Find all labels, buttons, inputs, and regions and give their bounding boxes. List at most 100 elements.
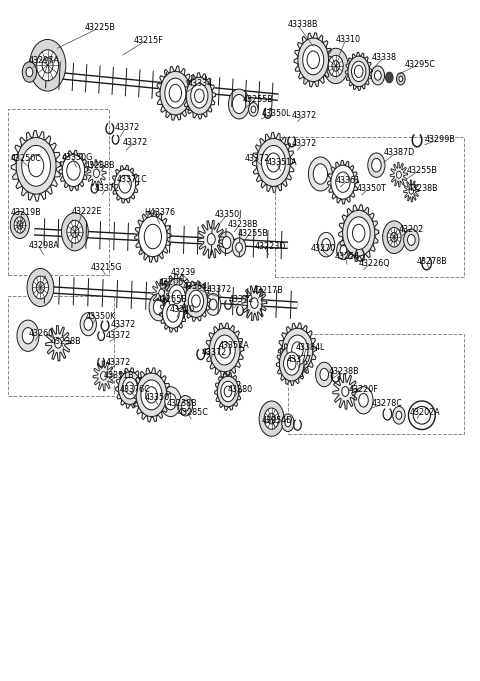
Circle shape [219,232,234,253]
Circle shape [303,45,324,75]
Text: 43371C: 43371C [117,175,148,184]
Circle shape [393,407,405,424]
Text: 43372: 43372 [95,184,120,193]
Polygon shape [215,373,241,411]
Circle shape [354,65,363,78]
Circle shape [84,318,93,330]
Circle shape [331,165,355,199]
Circle shape [292,342,303,358]
Circle shape [228,89,250,119]
Circle shape [352,224,365,242]
Text: 43351A: 43351A [266,158,297,167]
Polygon shape [135,211,171,262]
Text: 43217B: 43217B [252,286,283,295]
Polygon shape [59,151,88,191]
Circle shape [68,162,79,179]
Circle shape [159,289,164,297]
Text: 43226Q: 43226Q [359,259,390,268]
Circle shape [262,146,286,179]
Circle shape [126,382,134,394]
Text: 43372: 43372 [229,296,254,304]
Circle shape [340,245,347,255]
Circle shape [404,229,419,251]
Circle shape [144,224,161,249]
Circle shape [29,39,66,91]
Circle shape [14,217,25,233]
Text: 43372: 43372 [106,331,131,340]
Text: 43384L: 43384L [296,343,325,352]
Polygon shape [345,52,372,91]
Circle shape [298,38,328,82]
Text: 43372: 43372 [111,319,136,329]
Text: 43310: 43310 [336,35,361,44]
Polygon shape [333,374,358,409]
Polygon shape [338,205,379,262]
Circle shape [136,373,167,417]
Text: 43254D: 43254D [262,416,293,425]
Polygon shape [390,163,408,187]
Text: 43350L: 43350L [144,393,174,402]
Circle shape [22,328,34,344]
Circle shape [146,387,157,403]
Polygon shape [11,131,61,201]
Circle shape [336,173,349,191]
Circle shape [27,268,54,306]
Text: 43372: 43372 [292,111,317,120]
Polygon shape [181,281,210,321]
Circle shape [17,320,39,351]
Text: 43254: 43254 [335,252,360,261]
Circle shape [222,383,234,400]
Circle shape [221,381,235,402]
Circle shape [323,48,348,84]
Text: 43238B: 43238B [408,184,438,193]
Circle shape [222,236,231,249]
Circle shape [25,151,47,181]
Ellipse shape [408,401,435,430]
Circle shape [350,221,367,245]
Circle shape [101,372,107,380]
Circle shape [42,57,53,73]
Text: 43260: 43260 [28,329,54,338]
Text: 43285C: 43285C [178,408,209,417]
Circle shape [368,153,385,177]
Text: 43255B: 43255B [407,166,437,175]
Circle shape [347,217,370,249]
Text: 43255B: 43255B [242,95,273,104]
Circle shape [71,226,79,238]
Circle shape [396,171,401,178]
Circle shape [144,383,160,407]
Circle shape [36,282,45,294]
Circle shape [285,354,298,373]
Text: 43299B: 43299B [425,135,456,144]
Polygon shape [252,133,295,192]
Circle shape [149,294,168,321]
Circle shape [396,73,405,85]
Circle shape [184,285,207,317]
Text: 43250C: 43250C [10,154,41,163]
Text: 43295C: 43295C [405,60,436,69]
Polygon shape [132,368,170,422]
Circle shape [399,76,403,82]
Circle shape [124,379,136,397]
Circle shape [55,338,61,348]
Circle shape [409,188,414,194]
Circle shape [160,72,191,115]
Circle shape [10,211,29,238]
Circle shape [145,226,160,247]
Circle shape [67,221,83,243]
Text: 43376C: 43376C [120,385,150,394]
Text: 43215G: 43215G [91,263,122,272]
Text: 43372: 43372 [123,138,148,146]
Circle shape [267,153,280,172]
Circle shape [62,155,84,187]
Circle shape [165,394,176,410]
Polygon shape [183,73,216,119]
Text: 43255B: 43255B [157,296,188,304]
Circle shape [316,362,333,387]
Text: 43387D: 43387D [384,148,415,157]
Circle shape [396,411,402,419]
Circle shape [343,210,375,256]
Circle shape [154,300,164,315]
Polygon shape [159,294,186,332]
Text: 43239: 43239 [171,268,196,277]
